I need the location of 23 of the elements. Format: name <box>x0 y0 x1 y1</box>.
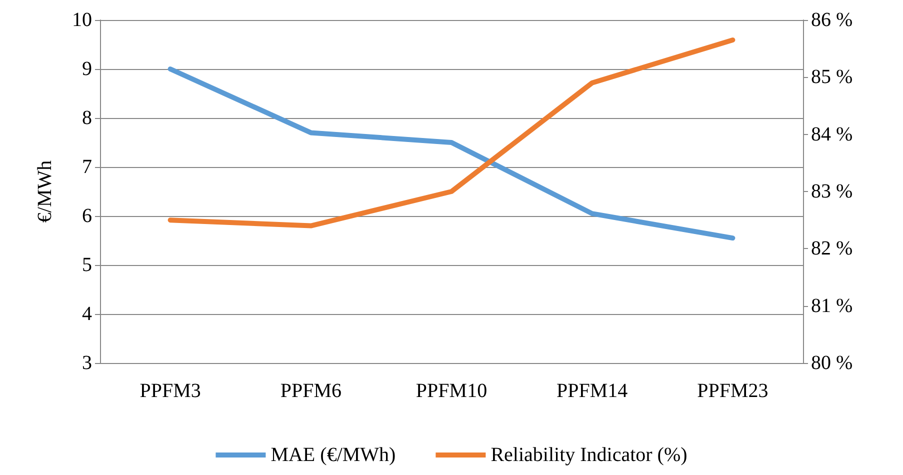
legend-label: MAE (€/MWh) <box>270 444 396 466</box>
x-tick-label: PPFM6 <box>280 380 342 402</box>
y2-tick-label: 86 % <box>811 9 853 31</box>
y2-tick-label: 85 % <box>811 66 853 88</box>
y-axis-title: €/MWh <box>34 160 56 223</box>
legend-label: Reliability Indicator (%) <box>490 444 688 466</box>
y2-tick-label: 80 % <box>811 352 853 374</box>
x-tick-label: PPFM23 <box>697 380 768 402</box>
y2-tick-label: 81 % <box>811 294 853 317</box>
y2-tick-label: 83 % <box>811 180 853 202</box>
y-tick-label: 10 <box>72 9 92 31</box>
x-tick-label: PPFM14 <box>556 380 628 402</box>
y-tick-label: 9 <box>82 58 92 80</box>
y-tick-label: 6 <box>82 205 92 227</box>
y-tick-label: 3 <box>82 352 92 374</box>
y-tick-label: 5 <box>82 254 92 276</box>
y2-tick-label: 84 % <box>811 123 853 146</box>
x-tick-label: PPFM10 <box>416 380 488 402</box>
y2-tick-label: 82 % <box>811 238 853 260</box>
y-tick-label: 7 <box>82 156 92 178</box>
x-tick-label: PPFM3 <box>140 380 201 402</box>
y-tick-label: 4 <box>82 303 92 325</box>
y-tick-label: 8 <box>82 107 92 129</box>
